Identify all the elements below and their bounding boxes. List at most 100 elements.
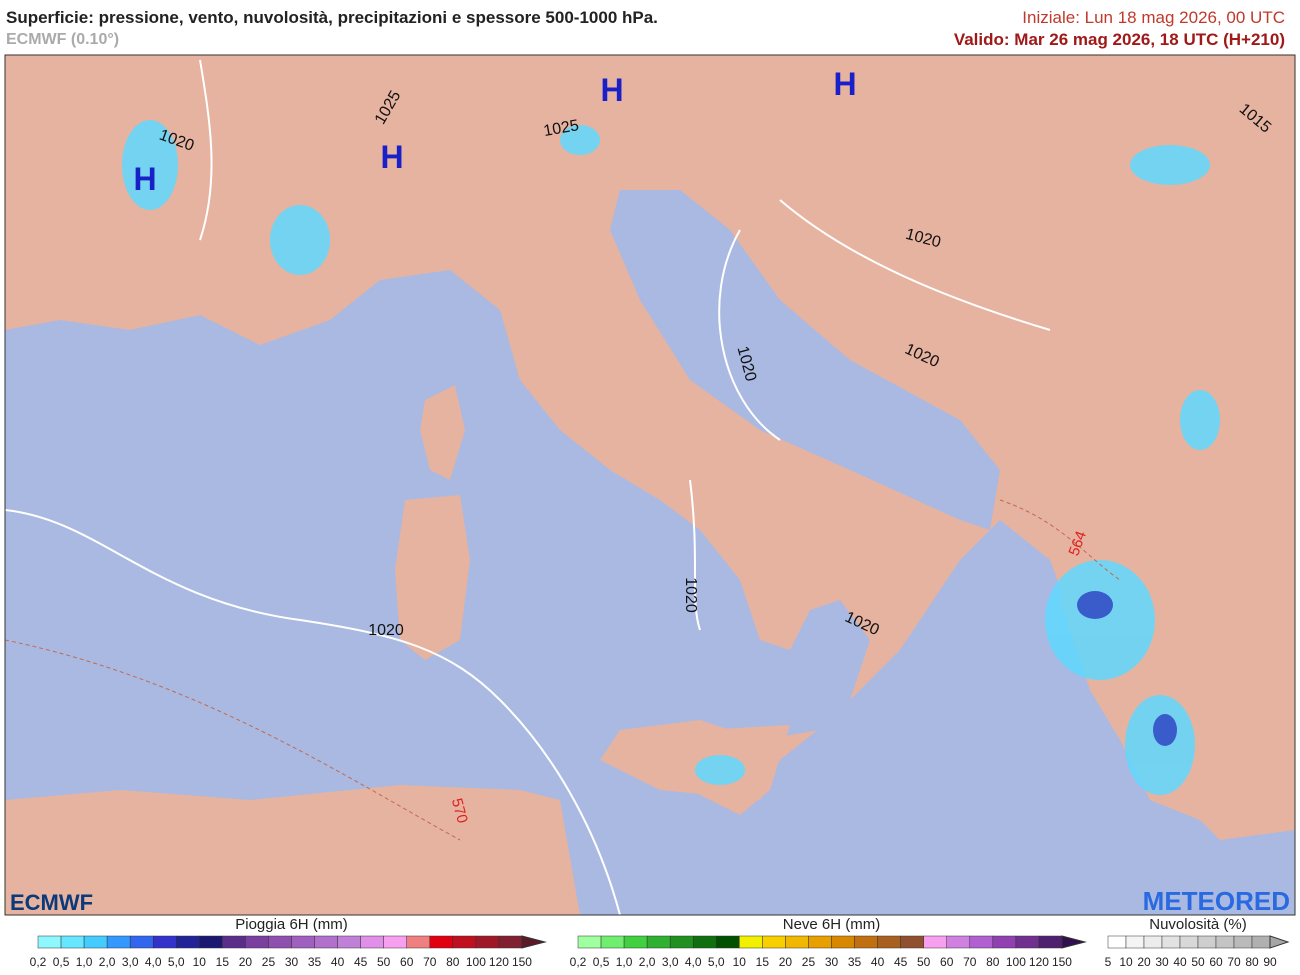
legend-title: Nuvolosità (%) [1149, 916, 1247, 933]
legend-label: 3,0 [122, 955, 139, 969]
legend-arrow [1269, 935, 1290, 949]
legend-label: 80 [1245, 955, 1259, 969]
legend-label: 70 [1227, 955, 1241, 969]
legend-label: 20 [779, 955, 793, 969]
legend-label: 70 [423, 955, 437, 969]
legend-label: 3,0 [662, 955, 679, 969]
map [4, 54, 1296, 916]
legend-swatch [222, 935, 246, 949]
sea [5, 270, 1295, 915]
sardinia [395, 495, 470, 660]
legend-swatch [1143, 935, 1163, 949]
legend-label: 80 [986, 955, 1000, 969]
legend-label: 50 [1191, 955, 1205, 969]
legend-label: 60 [1209, 955, 1223, 969]
legend-swatch [1215, 935, 1235, 949]
isobars [5, 59, 1051, 915]
map-frame [4, 54, 1296, 916]
title: Superficie: pressione, vento, nuvolosità… [6, 8, 658, 27]
legend-label: 0,5 [593, 955, 610, 969]
legend-label: 1,0 [616, 955, 633, 969]
legend-swatch [429, 935, 454, 949]
legend-title: Neve 6H (mm) [783, 916, 881, 933]
legend-label: 60 [400, 955, 414, 969]
legend-label: 0,2 [30, 955, 47, 969]
legend-label: 40 [331, 955, 345, 969]
legend-swatch [1179, 935, 1199, 949]
legend-label: 2,0 [639, 955, 656, 969]
legend-label: 120 [1029, 955, 1049, 969]
legend-swatch [475, 935, 500, 949]
legend-label: 45 [354, 955, 368, 969]
legend-label: 50 [917, 955, 931, 969]
heavy-precipitation [1077, 591, 1177, 746]
legend-swatch [83, 935, 108, 949]
legend-swatch [337, 935, 361, 949]
legend-label: 30 [1155, 955, 1169, 969]
legend-swatch [152, 935, 177, 949]
legend-swatch [739, 935, 763, 949]
legend-label: 0,2 [570, 955, 587, 969]
legend-swatch [762, 935, 786, 949]
legend-swatch [360, 935, 384, 949]
legend-swatch [716, 935, 740, 949]
legend-label: 35 [308, 955, 322, 969]
pressure-high: H [133, 161, 156, 197]
legend-swatch [646, 935, 671, 949]
pressure-high: H [833, 66, 856, 102]
legend-label: 10 [193, 955, 207, 969]
legend-label: 4,0 [685, 955, 702, 969]
legend-label: 100 [1006, 955, 1026, 969]
model: ECMWF (0.10°) [6, 31, 119, 48]
legend-swatch [808, 935, 832, 949]
legend-label: 50 [377, 955, 391, 969]
legend-swatch [623, 935, 648, 949]
legend-swatch [383, 935, 407, 949]
legend-label: 40 [1173, 955, 1187, 969]
legend-swatch [969, 935, 994, 949]
legend-label: 5,0 [708, 955, 725, 969]
pressure-high: H [380, 139, 403, 175]
legend-swatch [1161, 935, 1181, 949]
legend-swatch [1125, 935, 1145, 949]
legend-swatch [600, 935, 625, 949]
legend-label: 5,0 [168, 955, 185, 969]
legend-swatch [37, 935, 62, 949]
pressure-high: H [600, 72, 623, 108]
legend-label: 120 [489, 955, 509, 969]
legend-swatch [314, 935, 338, 949]
legend-swatch [1251, 935, 1271, 949]
isobar-label: 1020 [368, 622, 404, 639]
legend-label: 70 [963, 955, 977, 969]
legend-label: 60 [940, 955, 954, 969]
legend-label: 15 [756, 955, 770, 969]
legend-swatch [129, 935, 154, 949]
legend-label: 1,0 [76, 955, 93, 969]
legend-swatch [60, 935, 85, 949]
legend-swatch [1038, 935, 1063, 949]
legend-label: 100 [466, 955, 486, 969]
legend-swatch [245, 935, 269, 949]
legend-label: 30 [285, 955, 299, 969]
logo-meteored: METEORED [1143, 886, 1290, 916]
legend-swatch [199, 935, 223, 949]
legend-swatch [291, 935, 315, 949]
legend-swatch [992, 935, 1017, 949]
legend-label: 90 [1263, 955, 1277, 969]
legend-label: 20 [1137, 955, 1151, 969]
legend-label: 30 [825, 955, 839, 969]
legend-label: 2,0 [99, 955, 116, 969]
thickness-lines [5, 499, 1121, 841]
legend-swatch [669, 935, 694, 949]
legend-swatch [785, 935, 809, 949]
legend-label: 35 [848, 955, 862, 969]
legend-label: 4,0 [145, 955, 162, 969]
legend-label: 25 [802, 955, 816, 969]
legend-label: 5 [1105, 955, 1112, 969]
legend-swatch [854, 935, 878, 949]
legend-label: 0,5 [53, 955, 70, 969]
legend-swatch [1015, 935, 1040, 949]
legend-label: 10 [1119, 955, 1133, 969]
legend-swatch [1197, 935, 1217, 949]
thickness-label: 570 [448, 797, 471, 826]
